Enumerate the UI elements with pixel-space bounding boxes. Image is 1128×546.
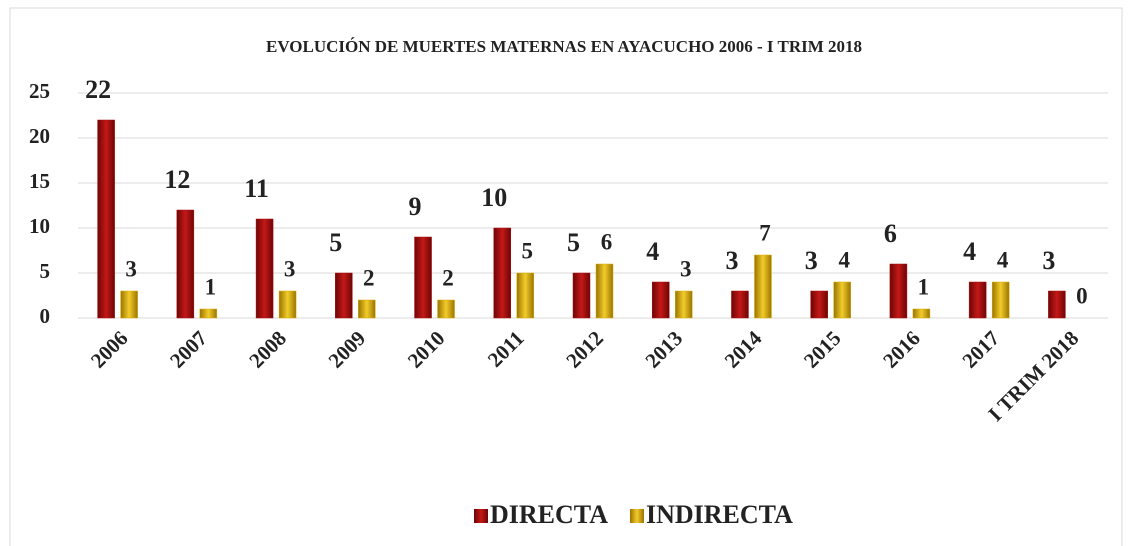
data-label: 6 xyxy=(884,219,897,248)
bar xyxy=(991,281,1010,319)
data-label: 4 xyxy=(963,237,976,266)
bar xyxy=(595,263,614,319)
bar xyxy=(516,272,535,319)
bar xyxy=(889,263,908,319)
legend-swatch xyxy=(629,509,644,523)
data-label: 12 xyxy=(164,165,190,194)
chart-title: EVOLUCIÓN DE MUERTES MATERNAS EN AYACUCH… xyxy=(266,37,862,56)
bar xyxy=(120,290,138,319)
x-tick-label: 2015 xyxy=(799,326,846,373)
bar xyxy=(1048,290,1066,319)
bar xyxy=(754,254,772,319)
data-label: 4 xyxy=(838,247,850,272)
data-label: 0 xyxy=(1076,283,1088,308)
data-label: 1 xyxy=(918,274,930,299)
bar xyxy=(651,281,670,319)
data-label: 6 xyxy=(601,229,613,254)
bar xyxy=(97,119,115,319)
y-tick-label: 15 xyxy=(29,169,50,193)
data-label: 1 xyxy=(205,274,217,299)
legend-label: DIRECTA xyxy=(490,500,608,529)
data-label: 3 xyxy=(805,246,818,275)
bar xyxy=(335,272,353,319)
bar xyxy=(912,308,931,319)
data-label: 10 xyxy=(481,183,507,212)
data-label: 7 xyxy=(759,220,771,245)
data-label: 4 xyxy=(997,247,1009,272)
y-tick-label: 0 xyxy=(40,304,51,328)
data-label: 3 xyxy=(125,256,137,281)
x-tick-label: 2013 xyxy=(641,326,688,373)
x-tick-label: 2006 xyxy=(86,326,133,373)
bar xyxy=(731,290,749,319)
data-label: 9 xyxy=(409,192,422,221)
data-label: 5 xyxy=(567,228,580,257)
x-tick-label: 2007 xyxy=(165,326,212,373)
legend-label: INDIRECTA xyxy=(646,500,793,529)
bar xyxy=(833,281,851,319)
bar xyxy=(255,218,274,319)
x-tick-label: 2008 xyxy=(244,326,291,373)
y-tick-label: 20 xyxy=(29,124,50,148)
x-tick-label: 2017 xyxy=(957,326,1004,373)
data-label: 3 xyxy=(284,256,296,281)
bar xyxy=(810,290,828,319)
bar xyxy=(278,290,297,319)
chart-border xyxy=(9,7,1123,546)
data-label: 3 xyxy=(725,246,738,275)
data-label: 3 xyxy=(680,256,692,281)
bar xyxy=(493,227,512,319)
x-tick-label: 2011 xyxy=(483,326,529,372)
data-label: 11 xyxy=(244,174,269,203)
x-tick-label: 2009 xyxy=(324,326,371,373)
bar xyxy=(176,209,195,319)
data-label: 2 xyxy=(363,265,375,290)
bar xyxy=(358,299,376,319)
bar xyxy=(968,281,987,319)
x-tick-label: 2012 xyxy=(561,326,608,373)
y-tick-label: 25 xyxy=(29,79,50,103)
data-label: 4 xyxy=(646,237,659,266)
legend-swatch xyxy=(474,509,488,523)
bar xyxy=(437,299,455,319)
data-label: 5 xyxy=(329,228,342,257)
x-tick-label: 2016 xyxy=(878,326,925,373)
y-tick-label: 5 xyxy=(40,259,51,283)
data-label: 5 xyxy=(522,238,534,263)
data-label: 3 xyxy=(1042,246,1055,275)
x-tick-label: 2014 xyxy=(720,326,767,373)
bar xyxy=(572,272,591,319)
y-tick-label: 10 xyxy=(29,214,50,238)
x-tick-label: 2010 xyxy=(403,326,450,373)
data-label: 2 xyxy=(442,265,454,290)
data-label: 22 xyxy=(85,75,111,104)
bar xyxy=(199,308,218,319)
bar xyxy=(674,290,693,319)
bar xyxy=(414,236,432,319)
